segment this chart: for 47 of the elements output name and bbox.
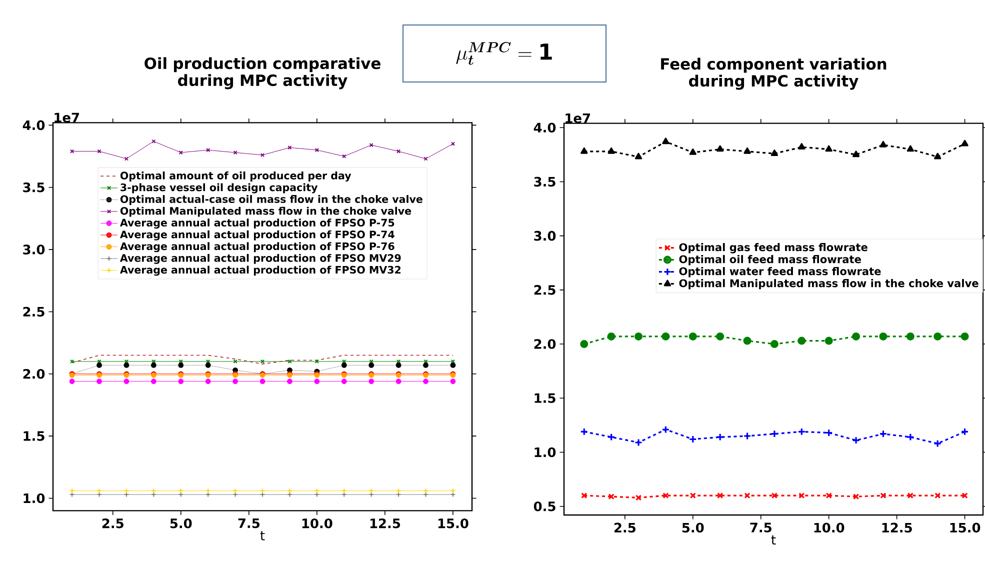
legend-label: Optimal oil feed mass flowrate bbox=[679, 255, 861, 266]
text: 1e7 bbox=[54, 112, 79, 122]
y-tick-label: 2.5 bbox=[534, 285, 556, 295]
x-tick-label: 12.5 bbox=[370, 518, 400, 528]
chart-title: Feed component variation during MPC activity bbox=[661, 58, 886, 90]
x-tick-label: 7.5 bbox=[750, 522, 772, 532]
legend-label: Optimal amount of oil produced per day bbox=[120, 172, 352, 182]
legend-label: Optimal Manipulated mass flow in the choke valve bbox=[120, 206, 412, 217]
legend-label: Optimal water feed mass flowrate bbox=[679, 267, 881, 278]
text: 1e7 bbox=[566, 113, 590, 124]
y-tick-label: 3.5 bbox=[534, 176, 556, 187]
x-tick-label: 15.0 bbox=[438, 518, 468, 528]
x-axis-title: t bbox=[260, 531, 265, 540]
y-tick-label: 2.5 bbox=[23, 306, 44, 317]
y-tick-label: 4.0 bbox=[534, 122, 556, 133]
y-tick-label: 3.0 bbox=[534, 230, 556, 241]
x-tick-label: 12.5 bbox=[882, 522, 912, 533]
legend-label: Average annual actual production of FPSO P-75 bbox=[120, 218, 394, 229]
x-tick-label: 15.0 bbox=[950, 522, 980, 533]
y-tick-label: 4.0 bbox=[22, 120, 45, 130]
y-tick-label: 1.5 bbox=[534, 393, 556, 403]
y-tick-label: 1.0 bbox=[534, 447, 556, 458]
legend-label: Average annual actual production of FPSO P-76 bbox=[120, 242, 394, 252]
y-tick-label: 2.0 bbox=[534, 339, 556, 349]
legend-label: 3-phase vessel oil design capacity bbox=[120, 183, 318, 194]
legend-label: Optimal gas feed mass flowrate bbox=[679, 243, 868, 254]
text: $\mu_{\boldsymbol{t}}^{\boldsymbol{MPC}} = \mathbf{1}$ bbox=[456, 42, 552, 65]
x-axis-title: t bbox=[771, 535, 776, 544]
y-tick-label: 1.0 bbox=[24, 493, 45, 504]
legend-label: Optimal actual-case oil mass flow in the choke valve bbox=[120, 195, 422, 205]
legend-label: Optimal Manipulated mass flow in the choke valve bbox=[679, 279, 978, 290]
x-tick-label: 10.0 bbox=[814, 522, 844, 533]
x-tick-label: 2.5 bbox=[614, 522, 636, 533]
y-tick-label: 0.5 bbox=[534, 501, 556, 512]
y-tick-label: 1.5 bbox=[24, 431, 44, 441]
chart-title: Oil production comparative during MPC activity bbox=[144, 57, 380, 90]
y-tick-label: 2.0 bbox=[23, 369, 45, 379]
x-tick-label: 7.5 bbox=[238, 518, 260, 528]
y-tick-label: 3.0 bbox=[23, 244, 45, 254]
x-tick-label: 2.5 bbox=[102, 518, 124, 528]
legend-label: Average annual actual production of FPSO MV32 bbox=[120, 266, 400, 276]
x-tick-label: 5.0 bbox=[170, 518, 192, 528]
x-tick-label: 5.0 bbox=[682, 522, 704, 533]
y-tick-label: 3.5 bbox=[23, 182, 44, 192]
legend-label: Average annual actual production of FPSO P-74 bbox=[120, 230, 394, 240]
legend-label: Average annual actual production of FPSO MV29 bbox=[120, 254, 401, 264]
x-tick-label: 10.0 bbox=[302, 518, 332, 528]
